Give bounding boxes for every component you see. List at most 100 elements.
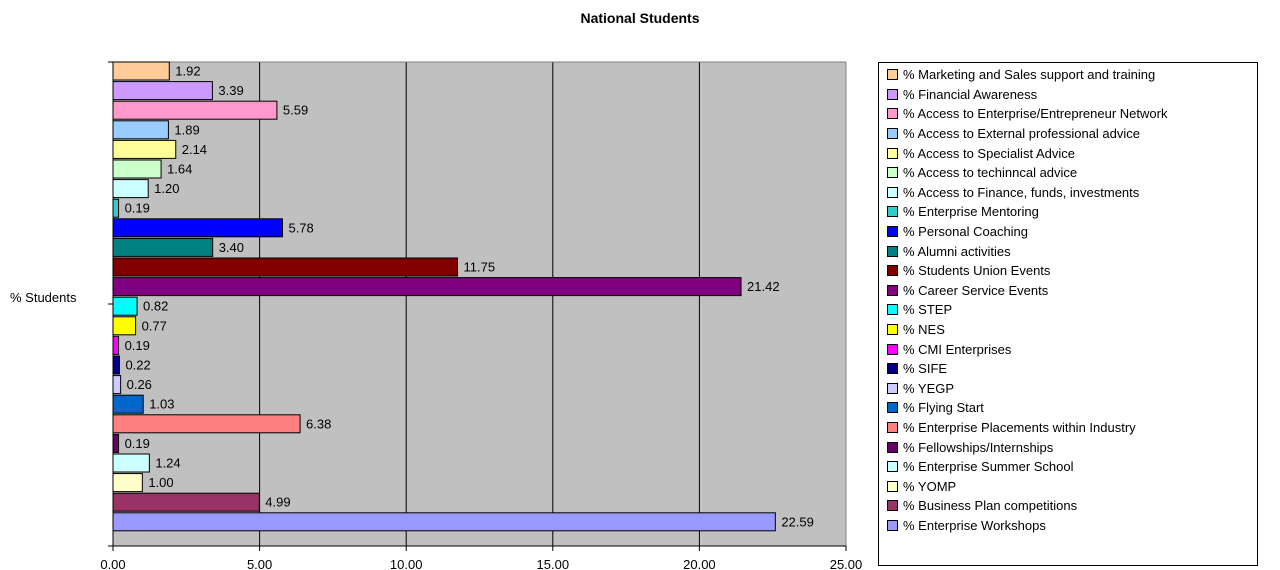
legend-item: % Fellowships/Internships [887, 437, 1257, 457]
legend-label: % Marketing and Sales support and traini… [903, 67, 1156, 83]
data-label: 0.26 [127, 377, 152, 392]
legend-swatch [887, 69, 898, 81]
legend-swatch [887, 343, 898, 355]
legend-item: % Access to Finance, funds, investments [887, 183, 1257, 203]
legend-swatch [887, 421, 898, 433]
bar [112, 61, 170, 81]
legend-swatch [887, 186, 898, 198]
legend: % Marketing and Sales support and traini… [878, 62, 1258, 566]
legend-label: % Access to Finance, funds, investments [903, 184, 1140, 200]
data-label: 21.42 [747, 279, 780, 294]
x-tick-label: 5.00 [247, 557, 272, 570]
legend-label: % YEGP [903, 380, 955, 396]
y-category-label: % Students [10, 290, 77, 305]
legend-swatch [887, 441, 898, 453]
legend-item: % Access to Enterprise/Entrepreneur Netw… [887, 104, 1257, 124]
legend-item: % NES [887, 320, 1257, 340]
legend-label: % Fellowships/Internships [903, 439, 1054, 455]
data-label: 6.38 [306, 416, 331, 431]
legend-item: % CMI Enterprises [887, 339, 1257, 359]
legend-item: % Marketing and Sales support and traini… [887, 65, 1257, 85]
bar [112, 277, 742, 297]
legend-swatch [887, 245, 898, 257]
legend-item: % Access to External professional advice [887, 124, 1257, 144]
data-label: 1.00 [148, 475, 173, 490]
data-label: 3.39 [218, 83, 243, 98]
legend-item: % Students Union Events [887, 261, 1257, 281]
legend-swatch [887, 147, 898, 159]
bar [112, 257, 459, 277]
legend-item: % Access to Specialist Advice [887, 143, 1257, 163]
bar [112, 335, 120, 355]
legend-item: % Career Service Events [887, 281, 1257, 301]
legend-label: % YOMP [903, 478, 957, 494]
bar [112, 433, 120, 453]
legend-swatch [887, 128, 898, 140]
legend-item: % Enterprise Workshops [887, 516, 1257, 536]
legend-label: % Access to Specialist Advice [903, 145, 1075, 161]
data-label: 0.82 [143, 299, 168, 314]
bar [112, 100, 278, 120]
x-tick-label: 25.00 [830, 557, 863, 570]
legend-label: % Access to External professional advice [903, 126, 1141, 142]
legend-item: % YEGP [887, 379, 1257, 399]
chart-title: National Students [580, 10, 700, 26]
data-label: 0.19 [125, 338, 150, 353]
legend-swatch [887, 167, 898, 179]
legend-label: % CMI Enterprises [903, 341, 1012, 357]
data-label: 0.19 [125, 201, 150, 216]
legend-item: % Access to techinncal advice [887, 163, 1257, 183]
legend-label: % Access to Enterprise/Entrepreneur Netw… [903, 106, 1168, 122]
data-label: 3.40 [219, 240, 244, 255]
legend-swatch [887, 519, 898, 531]
bar [112, 355, 120, 375]
bar [112, 512, 776, 532]
legend-swatch [887, 382, 898, 394]
data-label: 1.24 [155, 456, 180, 471]
bar [112, 237, 214, 257]
bar [112, 414, 301, 434]
data-label: 5.78 [288, 220, 313, 235]
legend-swatch [887, 480, 898, 492]
legend-label: % Enterprise Summer School [903, 459, 1074, 475]
data-label: 1.03 [149, 397, 174, 412]
legend-swatch [887, 461, 898, 473]
plot-area [113, 62, 846, 546]
legend-item: % Personal Coaching [887, 222, 1257, 242]
data-label: 0.77 [142, 318, 167, 333]
legend-label: % Career Service Events [903, 282, 1049, 298]
legend-item: % Alumni activities [887, 241, 1257, 261]
legend-label: % NES [903, 322, 945, 338]
legend-label: % Students Union Events [903, 263, 1051, 279]
legend-label: % Enterprise Workshops [903, 517, 1046, 533]
legend-item: % Business Plan competitions [887, 496, 1257, 516]
bar [112, 316, 137, 336]
legend-label: % Business Plan competitions [903, 498, 1078, 514]
legend-label: % Access to techinncal advice [903, 165, 1078, 181]
legend-swatch [887, 88, 898, 100]
legend-item: % Financial Awareness [887, 85, 1257, 105]
legend-swatch [887, 500, 898, 512]
data-label: 1.89 [174, 122, 199, 137]
legend-item: % SIFE [887, 359, 1257, 379]
legend-swatch [887, 226, 898, 238]
legend-swatch [887, 363, 898, 375]
legend-swatch [887, 206, 898, 218]
bar [112, 81, 213, 101]
x-tick-label: 10.00 [390, 557, 423, 570]
legend-swatch [887, 402, 898, 414]
legend-swatch [887, 304, 898, 316]
legend-label: % STEP [903, 302, 953, 318]
legend-item: % Enterprise Mentoring [887, 202, 1257, 222]
bar [112, 198, 120, 218]
legend-label: % Enterprise Placements within Industry [903, 419, 1136, 435]
bar [112, 394, 144, 414]
legend-label: % Enterprise Mentoring [903, 204, 1039, 220]
data-label: 2.14 [182, 142, 207, 157]
legend-swatch [887, 108, 898, 120]
x-tick-label: 20.00 [683, 557, 716, 570]
legend-swatch [887, 265, 898, 277]
bar [112, 139, 177, 159]
legend-label: % Financial Awareness [903, 86, 1038, 102]
